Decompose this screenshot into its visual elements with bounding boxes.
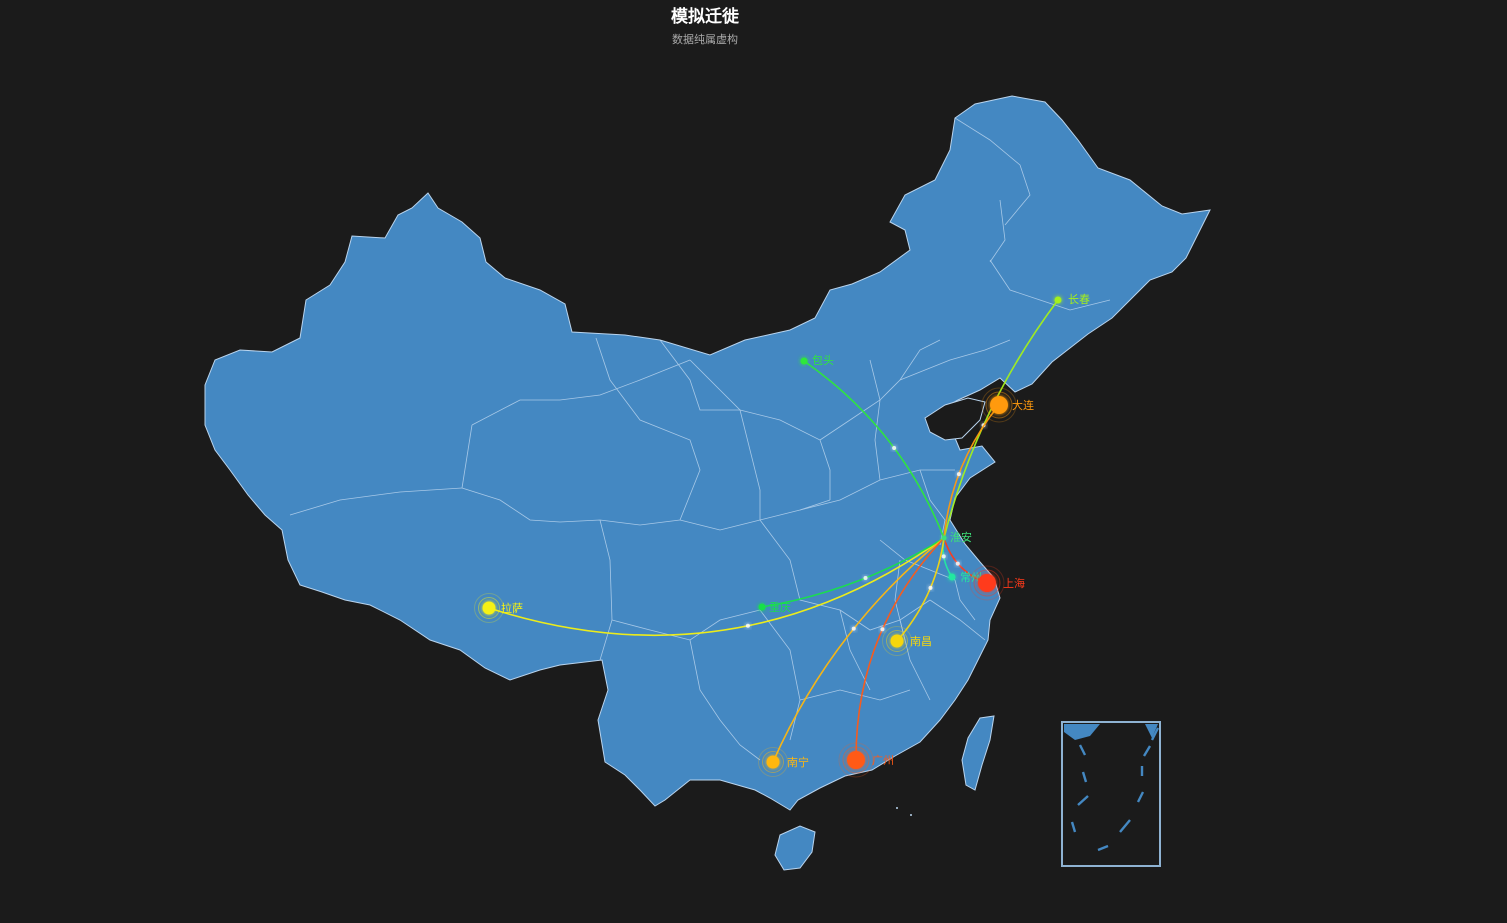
route-effect-dot-nanchang xyxy=(928,585,933,590)
city-marker-changchun[interactable] xyxy=(1054,296,1062,304)
city-label-nanning: 南宁 xyxy=(787,755,809,769)
bohai-sea xyxy=(924,397,986,441)
route-line-nanchang xyxy=(896,537,945,642)
route-line-nanning xyxy=(772,537,945,763)
city-marker-baotou[interactable] xyxy=(800,357,808,365)
route-effect-dot-shanghai xyxy=(955,561,960,566)
route-effect-dot-baotou xyxy=(892,445,897,450)
route-line-changchun xyxy=(943,299,1059,539)
route-line-guangzhou xyxy=(855,537,945,761)
city-label-changchun: 长春 xyxy=(1068,293,1090,306)
route-line-chongqing xyxy=(761,537,945,608)
city-label-changzhou: 常州 xyxy=(960,571,982,584)
city-marker-nanchang[interactable] xyxy=(882,626,912,656)
route-line-dalian xyxy=(943,404,1000,539)
hainan-region[interactable] xyxy=(774,825,816,871)
city-label-shanghai: 上海 xyxy=(1003,576,1025,590)
chart-title: 模拟迁徙 xyxy=(671,7,739,27)
route-effect-dot-dalian xyxy=(956,472,961,477)
coastal-islets xyxy=(896,807,912,816)
city-marker-lasa[interactable] xyxy=(474,593,504,623)
city-marker-chongqing[interactable] xyxy=(758,603,766,611)
city-marker-shanghai[interactable] xyxy=(969,565,1005,601)
city-marker-guangzhou[interactable] xyxy=(838,742,874,778)
city-marker-nanning[interactable] xyxy=(758,747,788,777)
city-marker-dalian[interactable] xyxy=(981,387,1017,423)
route-effect-dot-nanning xyxy=(851,626,856,631)
city-label-dalian: 大连 xyxy=(1012,398,1034,412)
mainland-region[interactable] xyxy=(204,95,1211,811)
city-label-baotou: 包头 xyxy=(812,354,834,367)
route-line-baotou xyxy=(803,360,945,539)
route-effect-dot-chongqing xyxy=(863,576,868,581)
chart-subtitle: 数据纯属虚构 xyxy=(672,33,738,46)
migration-routes xyxy=(488,299,1059,763)
route-effect-dot-lasa xyxy=(745,623,750,628)
city-label-chongqing: 重庆 xyxy=(769,600,791,614)
taiwan-region[interactable] xyxy=(961,715,995,791)
city-label-nanchang: 南昌 xyxy=(910,635,932,648)
city-label-lasa: 拉萨 xyxy=(501,601,523,615)
south-china-sea-inset xyxy=(1061,721,1161,867)
route-effect-dot-changzhou xyxy=(941,554,946,559)
route-line-lasa xyxy=(488,537,945,637)
city-marker-changzhou[interactable] xyxy=(948,573,956,581)
hub-dot[interactable] xyxy=(941,535,947,541)
province-borders xyxy=(289,117,1111,761)
hub-label: 淮安 xyxy=(950,530,972,544)
route-effect-dot-guangzhou xyxy=(880,627,885,632)
city-label-guangzhou: 广州 xyxy=(872,754,894,767)
hub-marker: 淮安 xyxy=(941,530,972,544)
